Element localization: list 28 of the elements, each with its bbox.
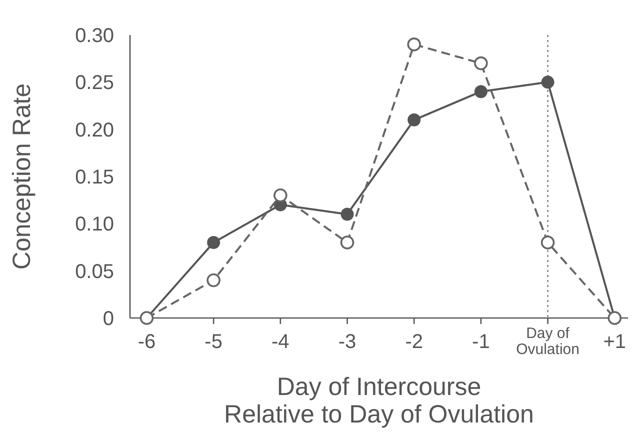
point [540,236,555,250]
point [474,85,488,98]
point [474,56,488,70]
point [206,273,220,288]
x-tick-label: Day of Ovulation [516,325,580,358]
point [340,236,354,250]
x-tick-label: -5 [204,331,222,353]
y-tick-label: 0 [102,308,114,330]
y-tick-label: 0.20 [75,119,114,142]
x-axis-title: Day of Intercourse Relative to Day of Ovulation [224,373,534,428]
point [541,76,554,89]
x-tick-label: -4 [272,331,290,353]
point [340,208,354,221]
x-tick-label: -1 [472,331,490,353]
x-tick-label: -3 [338,331,356,353]
y-tick-label: 0.05 [75,260,114,283]
point [274,188,288,202]
y-tick-label: 0.30 [75,25,114,47]
point [207,236,220,250]
x-tick-label: +1 [603,331,626,353]
x-tick-label: -6 [138,331,156,353]
point [408,113,421,126]
y-tick-label: 0.10 [75,214,114,236]
point [407,38,421,52]
y-tick-label: 0.15 [75,166,114,188]
y-tick-label: 0.25 [75,72,114,94]
y-axis-title: Conception Rate [8,83,36,270]
x-tick-label: -2 [405,331,423,353]
